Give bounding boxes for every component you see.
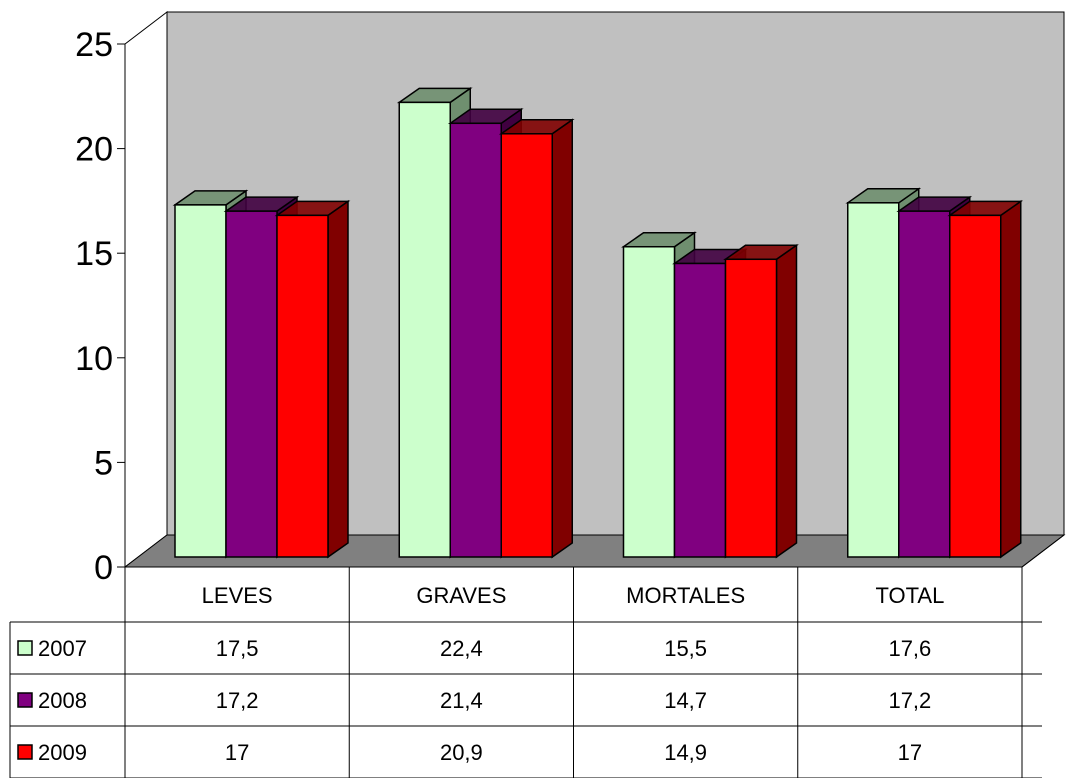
table-cell: 17,2: [888, 688, 931, 713]
side-wall: [124, 10, 168, 569]
legend-label: 2008: [38, 688, 87, 713]
legend-key-2008: [17, 692, 33, 708]
table-cell: 15,5: [664, 636, 707, 661]
bar-2008-total: [898, 210, 951, 558]
table-cell: 17,5: [216, 636, 259, 661]
bar-2008-mortales: [673, 262, 727, 558]
bar-2007-total: [847, 202, 900, 558]
category-label: MORTALES: [626, 583, 745, 608]
legend-key-2007: [17, 640, 33, 656]
category-label: GRAVES: [416, 583, 506, 608]
table-corner-rule: [1021, 534, 1065, 568]
y-tick-label: 10: [75, 340, 113, 378]
bar-2008-graves: [449, 122, 502, 558]
category-label: LEVES: [202, 583, 273, 608]
bar-2007-mortales: [622, 245, 676, 558]
y-tick-label: 5: [94, 444, 113, 482]
y-tick-label: 0: [94, 549, 113, 587]
legend-key-2009: [17, 744, 33, 760]
bar-side: [327, 199, 349, 559]
category-label: TOTAL: [875, 583, 944, 608]
bar-2009-total: [949, 214, 1002, 558]
table-cell: 17,6: [888, 636, 931, 661]
bar-side: [1000, 199, 1022, 559]
table-cell: 17: [898, 740, 922, 765]
table-cell: 22,4: [440, 636, 483, 661]
table-cell: 14,9: [664, 740, 707, 765]
y-tick-label: 25: [75, 26, 113, 64]
bar-2007-graves: [398, 101, 451, 558]
y-tick-label: 15: [75, 235, 113, 273]
table-cell: 17: [225, 740, 249, 765]
y-tick-label: 20: [75, 131, 113, 169]
legend-label: 2007: [38, 636, 87, 661]
table-cell: 14,7: [664, 688, 707, 713]
table-cell: 20,9: [440, 740, 483, 765]
bar-2007-leves: [174, 204, 227, 558]
bar-2009-mortales: [724, 258, 778, 558]
bar-2009-graves: [500, 133, 553, 558]
table-cell: 21,4: [440, 688, 483, 713]
table-cell: 17,2: [216, 688, 259, 713]
bar-side: [551, 118, 573, 559]
bar-2009-leves: [276, 214, 329, 558]
bar-2008-leves: [225, 210, 278, 558]
bar-side: [775, 243, 798, 559]
legend-label: 2009: [38, 740, 87, 765]
